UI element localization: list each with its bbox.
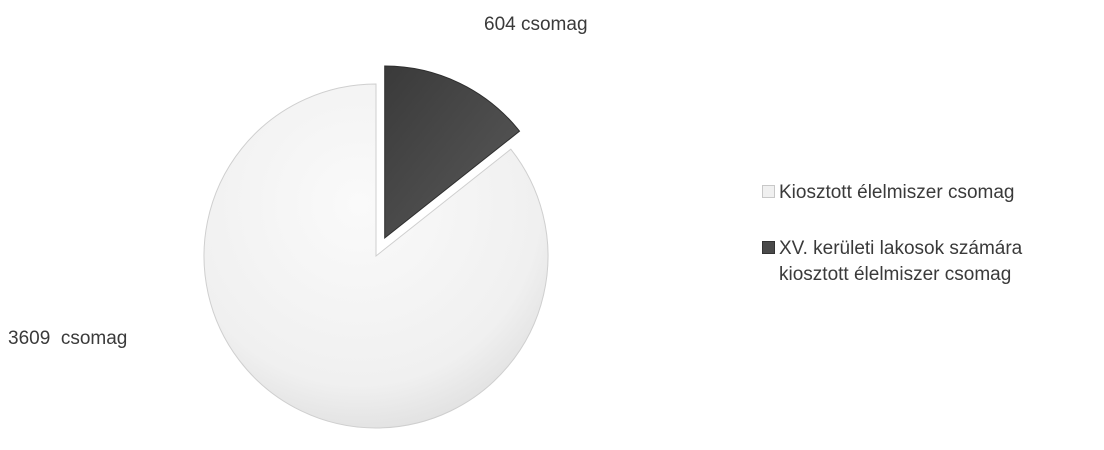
legend-label-xv-kerulet: XV. kerületi lakosok számára kiosztott é… [779, 238, 1023, 285]
legend-label-kiosztott: Kiosztott élelmiszer csomag [779, 182, 1015, 203]
legend-swatch-kiosztott [762, 185, 775, 198]
data-label-xv-kerulet: 604 csomag [484, 14, 588, 35]
pie-slice-xv-kerulet [384, 65, 521, 240]
data-label-kiosztott: 3609 csomag [8, 328, 128, 349]
chart-legend: Kiosztott élelmiszer csomag XV. kerületi… [762, 180, 1102, 318]
legend-swatch-xv-kerulet [762, 241, 775, 254]
pie-slice-kiosztott [203, 83, 549, 429]
legend-item-kiosztott: Kiosztott élelmiszer csomag [762, 180, 1102, 206]
legend-item-xv-kerulet: XV. kerületi lakosok számára kiosztott é… [762, 236, 1102, 288]
